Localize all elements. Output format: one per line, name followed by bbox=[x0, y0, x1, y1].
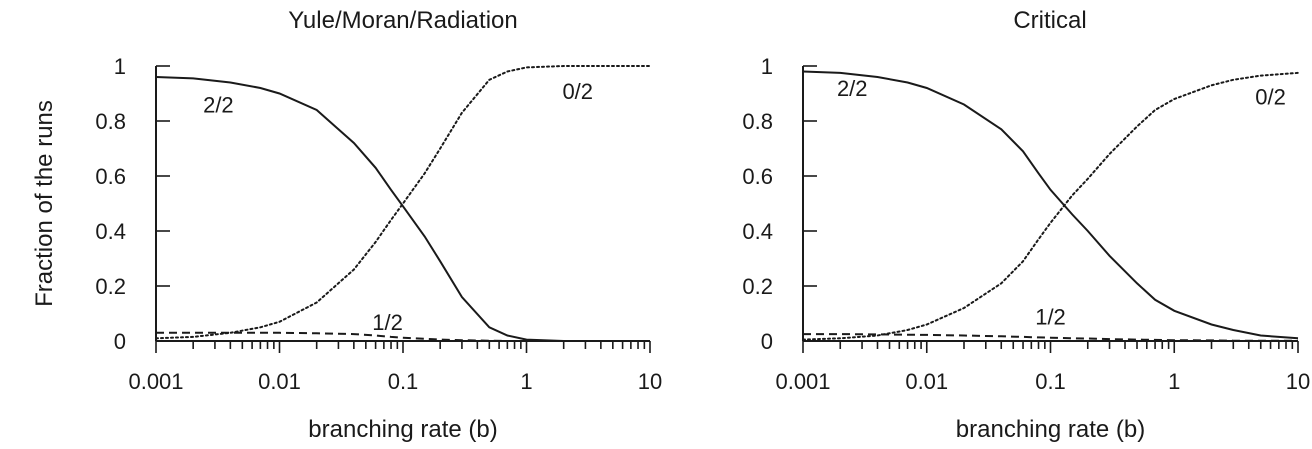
series-line-0-of-2 bbox=[155, 65, 651, 340]
y-tick-label: 0.2 bbox=[742, 274, 773, 299]
x-tick-label: 0.01 bbox=[905, 369, 948, 394]
chart-title: Critical bbox=[1013, 7, 1086, 34]
y-tick-label: 0.4 bbox=[95, 219, 126, 244]
chart-panel-1: Yule/Moran/Radiation 0 0.2 0.4 0.6 0.8 1 0.001 0… bbox=[31, 7, 662, 443]
y-tick-label: 0.6 bbox=[742, 164, 773, 189]
series-label: 1/2 bbox=[372, 310, 403, 335]
x-tick-label: 0.01 bbox=[258, 369, 301, 394]
x-tick-label: 0.1 bbox=[388, 369, 419, 394]
y-tick-label: 1 bbox=[761, 54, 773, 79]
series-label: 1/2 bbox=[1035, 304, 1066, 329]
y-tick-label: 0.2 bbox=[95, 274, 126, 299]
x-tick-label: 10 bbox=[638, 369, 662, 394]
x-tick-label: 10 bbox=[1286, 369, 1310, 394]
y-tick-label: 0.6 bbox=[95, 164, 126, 189]
y-axis-label: Fraction of the runs bbox=[31, 100, 58, 307]
series-line-0-of-2 bbox=[802, 71, 1299, 341]
y-tick-label: 0.8 bbox=[95, 109, 126, 134]
chart-panel-2: Critical 0 0.2 0.4 0.6 0.8 1 0.001 0.01 0.1 1 10 bra… bbox=[742, 7, 1310, 443]
chart-title: Yule/Moran/Radiation bbox=[288, 7, 517, 34]
y-tick-label: 0 bbox=[114, 329, 126, 354]
series-line-2-of-2 bbox=[155, 76, 650, 342]
x-tick-label: 0.1 bbox=[1035, 369, 1066, 394]
series-line-1-of-2 bbox=[156, 331, 650, 342]
y-tick-label: 0.8 bbox=[742, 109, 773, 134]
series-label: 0/2 bbox=[1255, 84, 1286, 109]
x-tick-label: 0.001 bbox=[775, 369, 830, 394]
series-label: 0/2 bbox=[562, 79, 593, 104]
x-tick-label: 0.001 bbox=[128, 369, 183, 394]
series-label: 2/2 bbox=[203, 93, 234, 118]
x-tick-label: 1 bbox=[1168, 369, 1180, 394]
y-tick-label: 0 bbox=[761, 329, 773, 354]
y-tick-label: 1 bbox=[114, 54, 126, 79]
x-axis-label: branching rate (b) bbox=[956, 416, 1145, 443]
series-label: 2/2 bbox=[837, 76, 868, 101]
series-line-2-of-2 bbox=[802, 70, 1299, 340]
x-axis-label: branching rate (b) bbox=[308, 416, 497, 443]
series-line-1-of-2 bbox=[803, 333, 1298, 342]
x-tick-label: 1 bbox=[520, 369, 532, 394]
y-tick-label: 0.4 bbox=[742, 219, 773, 244]
